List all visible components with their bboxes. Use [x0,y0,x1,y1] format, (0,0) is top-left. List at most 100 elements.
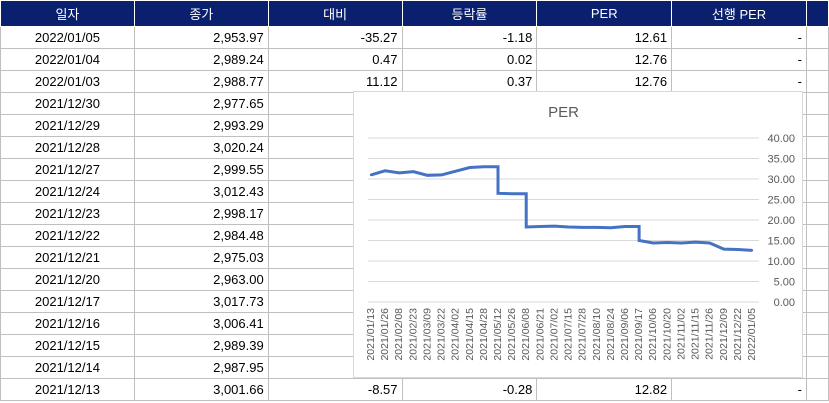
cell-forward-per[interactable]: - [671,378,807,401]
cell-close[interactable]: 2,989.24 [133,48,269,71]
table-row[interactable]: 2022/01/05 2,953.97 -35.27 -1.18 12.61- [0,26,829,49]
cell-date[interactable]: 2021/12/22 [0,224,135,247]
cell-forward-per[interactable]: - [671,26,807,49]
cell-per[interactable]: 12.82 [536,378,673,401]
cell-change-rate[interactable]: -1.18 [401,26,538,49]
cell-change-rate[interactable]: -0.28 [401,378,538,401]
cell-extra[interactable] [805,92,829,115]
header-per[interactable]: PER [536,0,673,27]
cell-extra[interactable] [805,114,829,137]
cell-extra[interactable] [805,334,829,357]
cell-change[interactable]: -35.27 [267,26,403,49]
cell-close[interactable]: 2,977.65 [133,92,269,115]
x-tick-label: 2021/07/15 [563,308,575,361]
cell-close[interactable]: 2,989.39 [133,334,269,357]
cell-date[interactable]: 2022/01/04 [0,48,135,71]
cell-date[interactable]: 2022/01/05 [0,26,135,49]
cell-date[interactable]: 2021/12/13 [0,378,135,401]
x-tick-label: 2021/06/08 [520,308,532,361]
per-data-point [595,226,598,229]
cell-extra[interactable] [805,70,829,93]
cell-close[interactable]: 2,988.77 [133,70,269,93]
cell-extra[interactable] [805,48,829,71]
cell-date[interactable]: 2022/01/03 [0,70,135,93]
cell-date[interactable]: 2021/12/14 [0,356,135,379]
cell-extra[interactable] [805,202,829,225]
y-tick-label: 5.00 [774,277,795,289]
cell-extra[interactable] [805,158,829,181]
x-tick-label: 2021/02/23 [407,308,419,361]
x-tick-label: 2021/04/15 [464,308,476,361]
cell-close[interactable]: 2,999.55 [133,158,269,181]
cell-extra[interactable] [805,180,829,203]
x-tick-label: 2021/11/02 [675,308,687,360]
table-row[interactable]: 2022/01/04 2,989.24 0.47 0.02 12.76- [0,48,829,71]
cell-close[interactable]: 2,998.17 [133,202,269,225]
cell-change-rate[interactable]: 0.37 [401,70,538,93]
cell-date[interactable]: 2021/12/29 [0,114,135,137]
cell-close[interactable]: 3,020.24 [133,136,269,159]
cell-close[interactable]: 3,001.66 [133,378,269,401]
table-row[interactable]: 2021/12/13 3,001.66 -8.57 -0.28 12.82- [0,378,829,401]
cell-close[interactable]: 3,017.73 [133,290,269,313]
cell-extra[interactable] [805,268,829,291]
per-data-point [750,249,754,252]
x-tick-label: 2021/05/26 [506,308,518,361]
cell-extra[interactable] [805,356,829,379]
header-forward-per[interactable]: 선행 PER [671,0,807,27]
cell-extra[interactable] [805,26,829,49]
chart-title: PER [548,104,579,121]
table-row[interactable]: 2022/01/03 2,988.77 11.12 0.37 12.76- [0,70,829,93]
y-tick-label: 10.00 [767,256,795,268]
cell-per[interactable]: 12.76 [536,48,673,71]
per-data-point [694,240,697,244]
cell-close[interactable]: 2,987.95 [133,356,269,379]
cell-close[interactable]: 3,006.41 [133,312,269,335]
y-tick-label: 15.00 [767,236,795,248]
cell-change[interactable]: 0.47 [267,48,403,71]
cell-extra[interactable] [805,246,829,269]
cell-extra[interactable] [805,136,829,159]
cell-forward-per[interactable]: - [671,48,807,71]
per-data-point [581,226,584,229]
cell-close[interactable]: 2,984.48 [133,224,269,247]
per-chart-svg: PER 0.00 5.00 10.00 15.00 20.00 25.00 30.00 35.0… [365,104,795,361]
cell-close[interactable]: 2,993.29 [133,114,269,137]
header-close[interactable]: 종가 [133,0,269,27]
cell-change-rate[interactable]: 0.02 [401,48,538,71]
per-data-point [539,225,542,228]
cell-close[interactable]: 2,953.97 [133,26,269,49]
cell-date[interactable]: 2021/12/28 [0,136,135,159]
header-change[interactable]: 대비 [267,0,403,27]
cell-close[interactable]: 3,012.43 [133,180,269,203]
cell-date[interactable]: 2021/12/21 [0,246,135,269]
cell-close[interactable]: 2,975.03 [133,246,269,269]
cell-extra[interactable] [805,312,829,335]
cell-date[interactable]: 2021/12/27 [0,158,135,181]
cell-per[interactable]: 12.61 [536,26,673,49]
cell-date[interactable]: 2021/12/23 [0,202,135,225]
cell-change[interactable]: 11.12 [267,70,403,93]
header-date[interactable]: 일자 [0,0,135,27]
cell-date[interactable]: 2021/12/17 [0,290,135,313]
y-tick-label: 0.00 [774,297,795,309]
cell-date[interactable]: 2021/12/20 [0,268,135,291]
per-data-point [637,239,641,242]
cell-close[interactable]: 2,963.00 [133,268,269,291]
header-change-rate[interactable]: 등락률 [401,0,538,27]
cell-forward-per[interactable]: - [671,70,807,93]
cell-date[interactable]: 2021/12/24 [0,180,135,203]
per-chart[interactable]: PER 0.00 5.00 10.00 15.00 20.00 25.00 30.00 35.0… [353,91,803,378]
y-tick-label: 20.00 [767,215,795,227]
cell-extra[interactable] [805,378,829,401]
y-tick-label: 35.00 [767,154,795,166]
x-tick-label: 2021/07/02 [548,308,560,361]
cell-date[interactable]: 2021/12/16 [0,312,135,335]
x-tick-label: 2021/08/24 [605,308,617,361]
cell-extra[interactable] [805,224,829,247]
cell-per[interactable]: 12.76 [536,70,673,93]
cell-change[interactable]: -8.57 [267,378,403,401]
cell-date[interactable]: 2021/12/15 [0,334,135,357]
cell-extra[interactable] [805,290,829,313]
cell-date[interactable]: 2021/12/30 [0,92,135,115]
